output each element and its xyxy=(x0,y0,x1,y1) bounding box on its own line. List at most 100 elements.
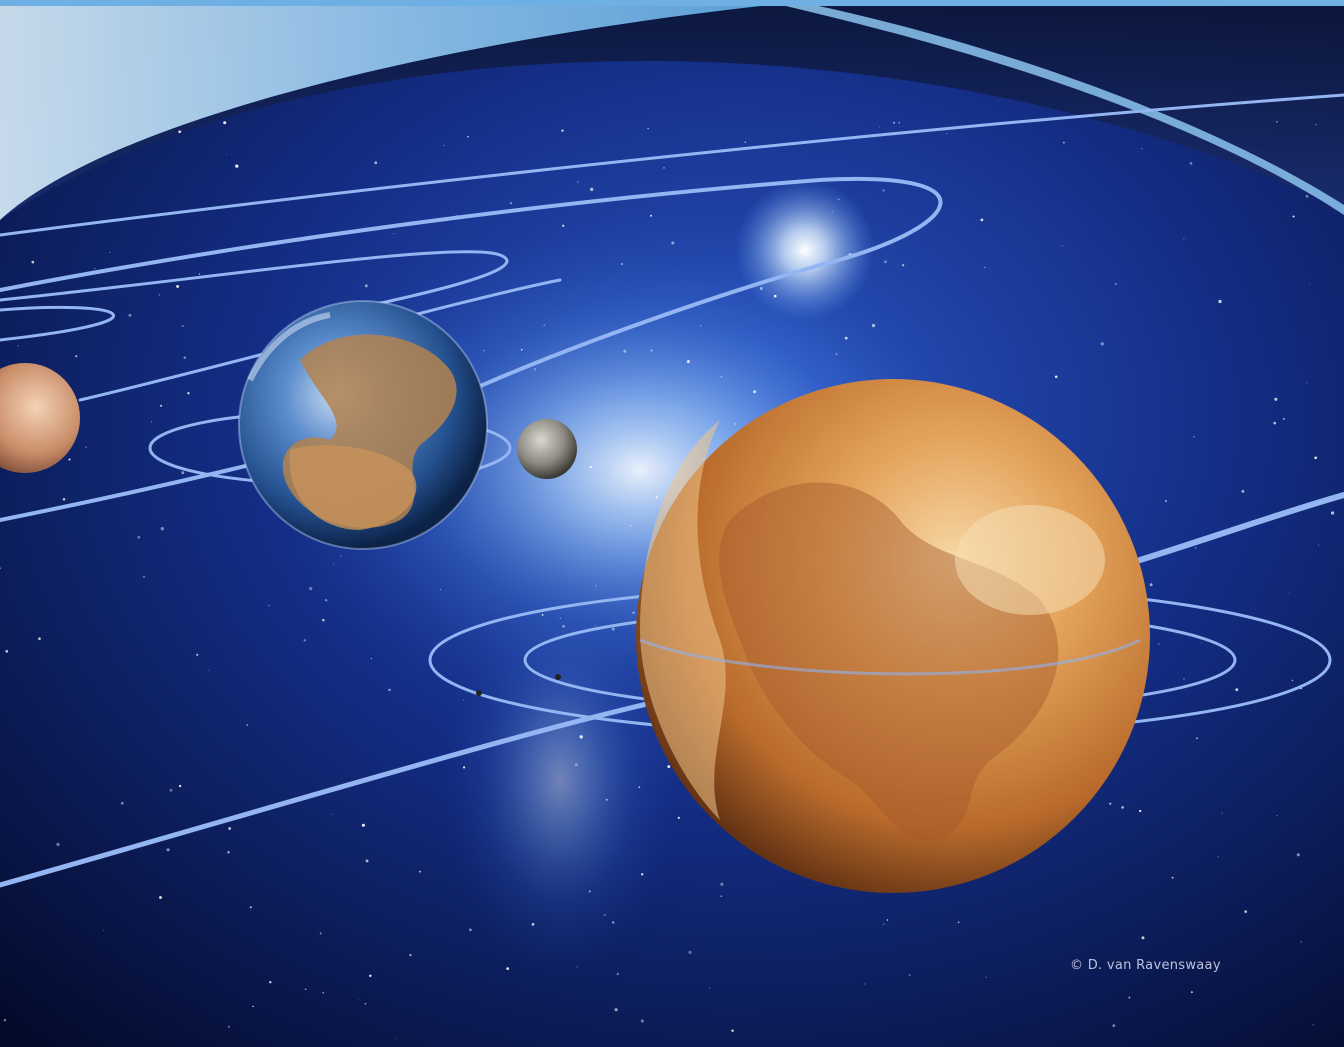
star xyxy=(1312,1024,1314,1026)
star xyxy=(886,919,889,921)
star xyxy=(249,906,252,909)
star xyxy=(611,627,615,631)
star xyxy=(364,1002,367,1005)
star xyxy=(623,349,627,353)
star xyxy=(647,127,649,130)
star xyxy=(1194,547,1197,549)
mars-planet xyxy=(636,379,1150,893)
star xyxy=(160,404,163,407)
star xyxy=(901,264,905,267)
star xyxy=(663,167,665,169)
star xyxy=(3,1018,7,1022)
star xyxy=(882,189,885,192)
star xyxy=(304,988,307,991)
star xyxy=(331,813,333,815)
inner-orbit xyxy=(0,305,116,342)
star xyxy=(753,390,757,394)
star xyxy=(864,983,866,985)
sun-glow xyxy=(735,180,875,320)
star xyxy=(463,699,465,701)
star xyxy=(31,260,35,264)
star xyxy=(1274,397,1278,401)
star xyxy=(1315,124,1317,126)
star xyxy=(75,355,78,358)
deimos-moon xyxy=(555,674,561,680)
star xyxy=(309,586,313,591)
star xyxy=(1309,282,1311,285)
star xyxy=(176,284,180,288)
star xyxy=(576,966,578,968)
star xyxy=(1201,642,1203,644)
star xyxy=(1158,643,1160,645)
venus-orbit xyxy=(0,250,509,322)
star xyxy=(957,921,960,924)
phobos-moon xyxy=(476,690,482,696)
star xyxy=(892,121,896,124)
star xyxy=(837,198,840,201)
star xyxy=(187,391,190,395)
star xyxy=(588,890,591,893)
star xyxy=(1275,120,1278,123)
star xyxy=(181,325,184,327)
star xyxy=(980,218,984,222)
star xyxy=(985,976,987,978)
star xyxy=(559,617,562,620)
star xyxy=(650,349,653,352)
star xyxy=(1139,809,1142,813)
star xyxy=(109,251,111,253)
star xyxy=(1171,876,1174,879)
star xyxy=(1191,991,1193,993)
star xyxy=(642,501,643,502)
star xyxy=(340,555,342,557)
star xyxy=(269,981,272,984)
star xyxy=(1062,141,1065,144)
star xyxy=(62,498,66,501)
star xyxy=(223,121,227,125)
mars-orbit-front xyxy=(0,687,713,888)
star xyxy=(1282,417,1285,420)
star xyxy=(268,604,270,607)
copyright-credit: © D. van Ravenswaay xyxy=(1070,958,1221,973)
star xyxy=(579,735,583,739)
star xyxy=(671,241,675,245)
star xyxy=(169,788,173,792)
star xyxy=(1165,500,1167,502)
star xyxy=(1296,853,1300,857)
star xyxy=(228,1025,230,1028)
star xyxy=(946,132,948,134)
star xyxy=(393,233,395,235)
star xyxy=(744,141,747,144)
star xyxy=(227,851,230,854)
star xyxy=(364,284,368,288)
star xyxy=(1183,678,1185,680)
star xyxy=(361,823,365,827)
star xyxy=(158,293,161,296)
top-light-band xyxy=(0,0,820,220)
star xyxy=(160,527,164,531)
star xyxy=(884,260,887,264)
star xyxy=(150,421,153,423)
star xyxy=(1054,375,1058,378)
star xyxy=(246,724,248,726)
moon xyxy=(517,419,577,479)
star xyxy=(1217,856,1219,858)
star xyxy=(1221,812,1223,814)
star xyxy=(898,122,900,124)
star xyxy=(1061,245,1064,247)
star xyxy=(252,1005,254,1008)
star xyxy=(835,353,838,356)
top-edge xyxy=(0,0,1344,6)
star xyxy=(1276,815,1278,817)
star xyxy=(1183,238,1185,240)
star xyxy=(620,262,623,266)
star xyxy=(137,535,141,539)
star xyxy=(533,368,537,371)
star xyxy=(720,895,723,897)
star xyxy=(543,324,546,327)
star xyxy=(56,842,60,847)
star xyxy=(1235,688,1239,692)
star xyxy=(1289,592,1291,594)
star xyxy=(759,287,763,290)
